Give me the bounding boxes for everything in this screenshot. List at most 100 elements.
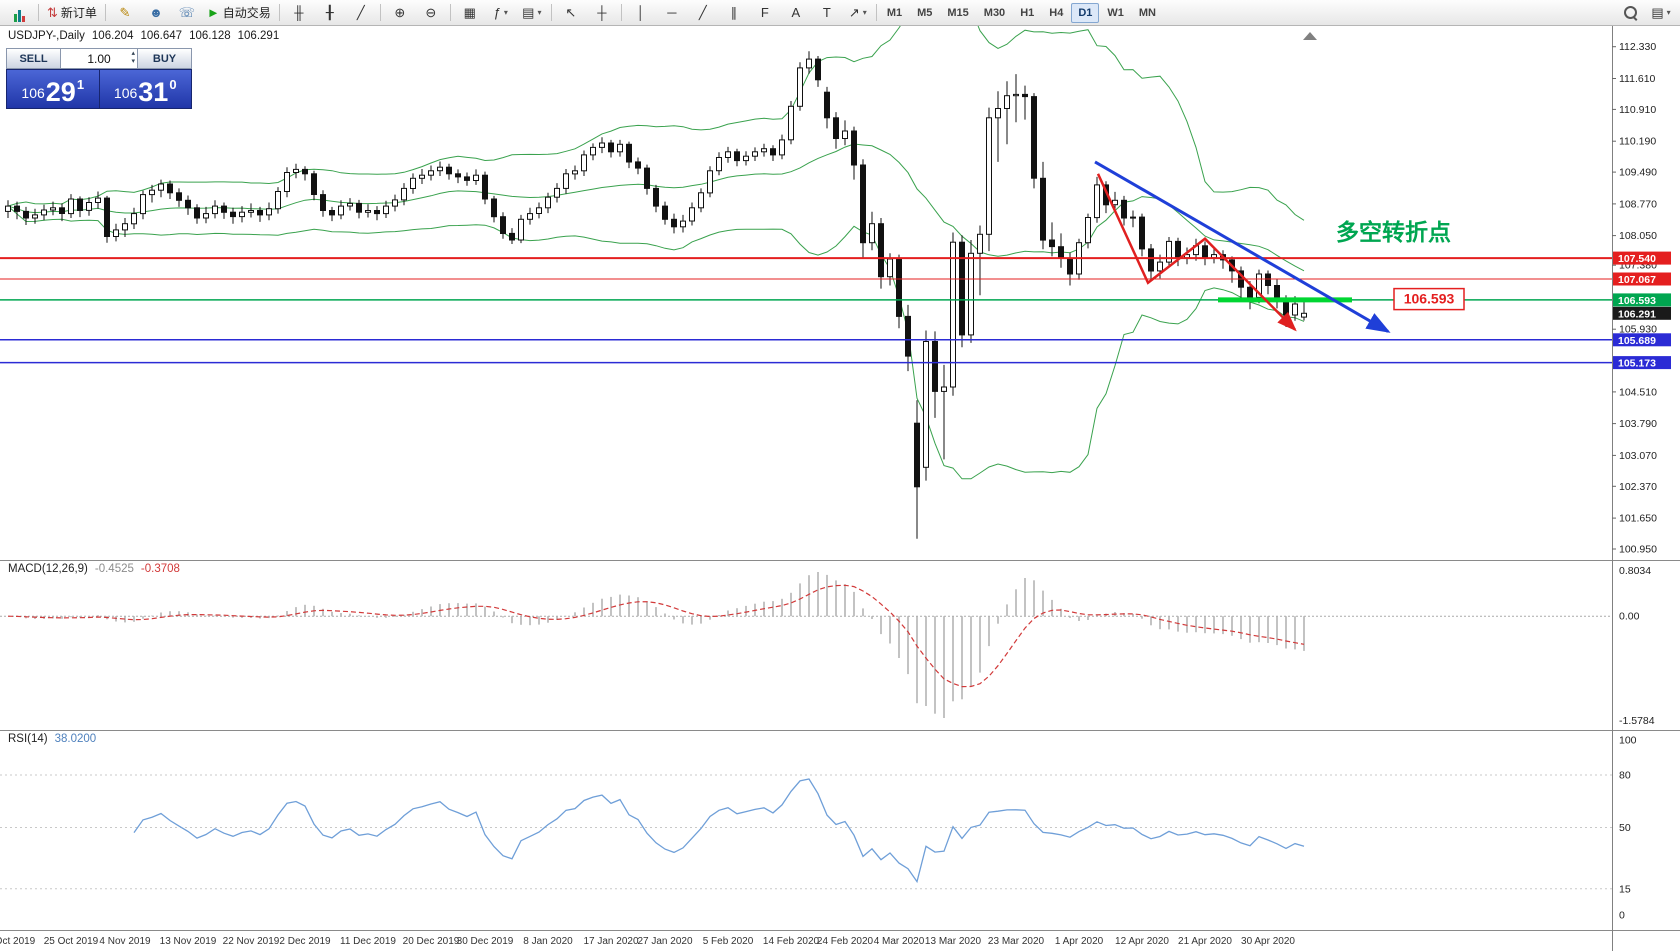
bar-chart-button[interactable]: ╫ <box>284 1 314 24</box>
price-callout-box[interactable] <box>1393 287 1465 311</box>
candle-body <box>923 341 929 468</box>
timeframe-m1-button[interactable]: M1 <box>886 6 903 19</box>
tile-windows-button[interactable]: ▦ <box>455 1 485 24</box>
dropdown-arrow-icon: ▾ <box>537 8 542 17</box>
candle-body <box>617 143 623 153</box>
line-chart-button[interactable]: ╱ <box>346 1 376 24</box>
timeframe-w1-button[interactable]: W1 <box>1107 6 1124 19</box>
toolbar-right: ▤ ▾ <box>1615 1 1676 24</box>
buy-price-panel[interactable]: 106 31 0 <box>99 70 191 108</box>
zigzag-arrow[interactable] <box>1096 173 1297 332</box>
metaeditor-button[interactable]: ✎ <box>110 1 140 24</box>
vertical-line-button[interactable]: │ <box>626 1 656 24</box>
templates-button[interactable]: ▤ ▾ <box>517 1 547 24</box>
timeframe-h1-button[interactable]: H1 <box>1020 6 1035 19</box>
main-chart-pane[interactable]: 多空转折点 106.593 112.330 111.610 110.910 110.190… <box>0 26 1680 560</box>
fibonacci-button[interactable]: F <box>750 1 780 24</box>
main-chart-canvas[interactable]: 多空转折点 106.593 112.330 111.610 110.910 110.190… <box>0 26 1680 560</box>
candle-body <box>203 213 209 219</box>
date-label: 11 Dec 2019 <box>340 936 396 947</box>
candle-body <box>401 187 407 201</box>
candle-body <box>788 105 794 141</box>
candle-body <box>950 241 956 388</box>
volume-down-button[interactable]: ▾ <box>131 58 135 65</box>
app-logo-icon <box>13 13 17 22</box>
toolbar-separator <box>379 4 381 21</box>
candle-body <box>842 130 848 139</box>
candle-body <box>1175 240 1181 259</box>
timeframe-d1-button[interactable]: D1 <box>1071 2 1100 23</box>
candle-body <box>824 91 830 119</box>
horizontal-line-button[interactable]: ─ <box>657 1 687 24</box>
search-button[interactable] <box>1615 1 1645 24</box>
text-button[interactable]: A <box>781 1 811 24</box>
price-tick-label: 109.490 <box>1619 167 1657 179</box>
indicators-button[interactable]: ƒ ▾ <box>486 1 516 24</box>
candle-body <box>1292 303 1298 316</box>
timeframe-m30-button[interactable]: M30 <box>983 6 1006 19</box>
macd-canvas[interactable]: 0.8034 0.00 -1.5784 <box>0 560 1680 730</box>
cursor-button[interactable]: ↖ <box>556 1 586 24</box>
date-label: 20 Dec 2019 <box>403 936 460 947</box>
text-label-button[interactable]: T <box>812 1 842 24</box>
support-button[interactable]: ☏ <box>172 1 202 24</box>
autotrading-icon: ► <box>206 5 220 20</box>
rsi-canvas[interactable]: 100 80 50 15 0 <box>0 730 1680 930</box>
date-label: 4 Mar 2020 <box>874 936 925 947</box>
candle-body <box>212 205 218 215</box>
candle-body <box>1085 217 1091 244</box>
volume-field[interactable]: 1.00 ▴ ▾ <box>61 48 137 69</box>
timeframe-m15-button[interactable]: M15 <box>947 6 969 19</box>
candle-body <box>338 205 344 216</box>
date-label: 27 Jan 2020 <box>637 936 692 947</box>
sell-price-big: 106 <box>21 85 45 101</box>
timeframe-h4-button[interactable]: H4 <box>1049 6 1064 19</box>
candle-body <box>626 143 632 163</box>
candle-body <box>5 205 11 212</box>
price-line-label: 105.689 <box>1618 335 1656 347</box>
date-label: 24 Feb 2020 <box>817 936 874 947</box>
open-value: 106.204 <box>91 30 134 42</box>
zoom-in-button[interactable]: ⊕ <box>385 1 415 24</box>
buy-button[interactable]: BUY <box>137 48 192 69</box>
autotrading-button[interactable]: ► 自动交易 <box>203 1 275 24</box>
candle-body <box>374 210 380 215</box>
channel-icon: ∥ <box>730 5 738 20</box>
timeframe-m5-button[interactable]: M5 <box>917 6 933 19</box>
trendline-button[interactable]: ╱ <box>688 1 718 24</box>
candle-body <box>518 218 524 241</box>
date-label: 23 Mar 2020 <box>988 936 1045 947</box>
downtrend-arrow[interactable] <box>1094 160 1391 333</box>
candle-body <box>410 177 416 190</box>
candle-body <box>1067 257 1073 275</box>
sell-price-panel[interactable]: 106 29 1 <box>7 70 100 108</box>
chart-profile-button[interactable]: ▤ ▾ <box>1646 1 1676 24</box>
candle-body <box>1013 93 1019 97</box>
channel-button[interactable]: ∥ <box>719 1 749 24</box>
timeframe-mn-button[interactable]: MN <box>1138 6 1156 19</box>
candle-body <box>554 187 560 198</box>
arrows-button[interactable]: ↗ ▾ <box>843 1 873 24</box>
community-button[interactable]: ☻ <box>141 1 171 24</box>
date-label: 25 Oct 2019 <box>44 936 99 947</box>
turning-point-annotation[interactable]: 多空转折点 <box>1336 219 1451 245</box>
zoom-out-button[interactable]: ⊖ <box>416 1 446 24</box>
candle-body <box>446 166 452 175</box>
candle-body <box>1049 239 1055 248</box>
macd-pane[interactable]: 0.8034 0.00 -1.5784 MACD(12,26,9) -0.4525 … <box>0 560 1680 730</box>
candlestick-chart-button[interactable]: ╂ <box>315 1 345 24</box>
chart-shift-marker[interactable] <box>1303 32 1317 40</box>
candle-body <box>383 205 389 215</box>
rsi-pane[interactable]: 100 80 50 15 0 RSI(14) 38.0200 <box>0 730 1680 930</box>
buy-price-point: 0 <box>169 77 177 92</box>
price-line-label-box <box>1613 272 1671 286</box>
price-axis[interactable]: 112.330 111.610 110.910 110.190 109.490 108.7… <box>1612 26 1680 560</box>
volume-up-button[interactable]: ▴ <box>131 50 135 57</box>
sell-button[interactable]: SELL <box>6 48 61 69</box>
price-tick-label: 111.610 <box>1619 73 1656 85</box>
crosshair-button[interactable]: ┼ <box>587 1 617 24</box>
new-order-button[interactable]: ⇅ 新订单 <box>43 1 101 24</box>
rsi-label-row: RSI(14) 38.0200 <box>8 733 96 745</box>
